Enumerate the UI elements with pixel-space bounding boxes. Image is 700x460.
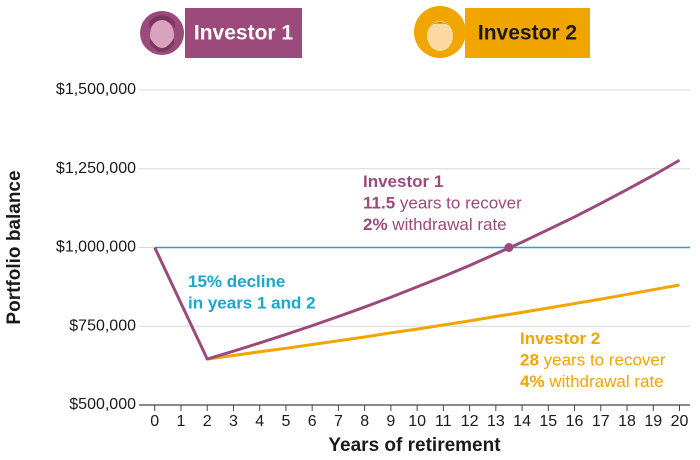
annotation: 15% decline — [188, 272, 285, 291]
x-tick-label: 19 — [644, 413, 662, 430]
x-tick-label: 4 — [255, 413, 264, 430]
annotation-text: Investor 1 — [363, 172, 443, 191]
investor-2-icon — [414, 6, 466, 58]
y-axis-label: Portfolio balance — [4, 170, 25, 324]
annotation: 4% withdrawal rate — [520, 372, 664, 391]
annotation: 2% withdrawal rate — [363, 215, 507, 234]
x-tick-label: 20 — [671, 413, 689, 430]
x-axis-label: Years of retirement — [328, 435, 501, 456]
annotation-text: 2% — [363, 215, 388, 234]
y-tick-label: $750,000 — [69, 317, 136, 334]
annotation-text: in years 1 and 2 — [188, 294, 316, 313]
x-tick-label: 15 — [539, 413, 557, 430]
legend-label: Investor 1 — [194, 22, 294, 45]
annotation-text: 15% decline — [188, 272, 285, 291]
annotation-text: years to recover — [539, 351, 666, 370]
x-tick-label: 5 — [281, 413, 290, 430]
x-tick-label: 6 — [308, 413, 317, 430]
series-line — [207, 283, 680, 361]
x-tick-label: 3 — [229, 413, 238, 430]
annotation: in years 1 and 2 — [188, 294, 316, 313]
annotation-text: Investor 2 — [520, 329, 600, 348]
x-tick-label: 2 — [203, 413, 212, 430]
investor-1-icon — [140, 11, 184, 55]
y-tick-label: $1,250,000 — [56, 160, 136, 177]
x-tick-label: 18 — [618, 413, 636, 430]
annotation-text: 28 — [520, 351, 539, 370]
legend-badge — [465, 8, 590, 58]
x-tick-label: 1 — [177, 413, 186, 430]
annotation-text: 4% — [520, 372, 545, 391]
annotation-text: withdrawal rate — [388, 215, 507, 234]
x-tick-label: 17 — [592, 413, 610, 430]
x-tick-label: 13 — [487, 413, 505, 430]
annotation: Investor 2 — [520, 329, 600, 348]
y-tick-label: $1,500,000 — [56, 81, 136, 98]
annotation-text: years to recover — [395, 194, 522, 213]
y-tick-label: $1,000,000 — [56, 239, 136, 256]
legend-badge — [185, 8, 302, 58]
x-tick-label: 10 — [408, 413, 426, 430]
x-tick-label: 7 — [334, 413, 343, 430]
x-tick-label: 9 — [386, 413, 395, 430]
y-tick-label: $500,000 — [69, 396, 136, 413]
annotation: Investor 1 — [363, 172, 443, 191]
annotation: 28 years to recover — [520, 351, 666, 370]
x-tick-label: 0 — [150, 413, 159, 430]
series-line — [153, 158, 681, 361]
marker — [504, 243, 514, 252]
annotation: 11.5 years to recover — [363, 194, 522, 213]
annotation-text: 11.5 — [363, 194, 395, 213]
legend-label: Investor 2 — [478, 22, 577, 45]
x-tick-label: 11 — [435, 413, 452, 430]
x-tick-label: 16 — [566, 413, 584, 430]
x-tick-label: 12 — [461, 413, 479, 430]
annotation-text: withdrawal rate — [545, 372, 664, 391]
x-tick-label: 14 — [513, 413, 531, 430]
x-tick-label: 8 — [360, 413, 369, 430]
